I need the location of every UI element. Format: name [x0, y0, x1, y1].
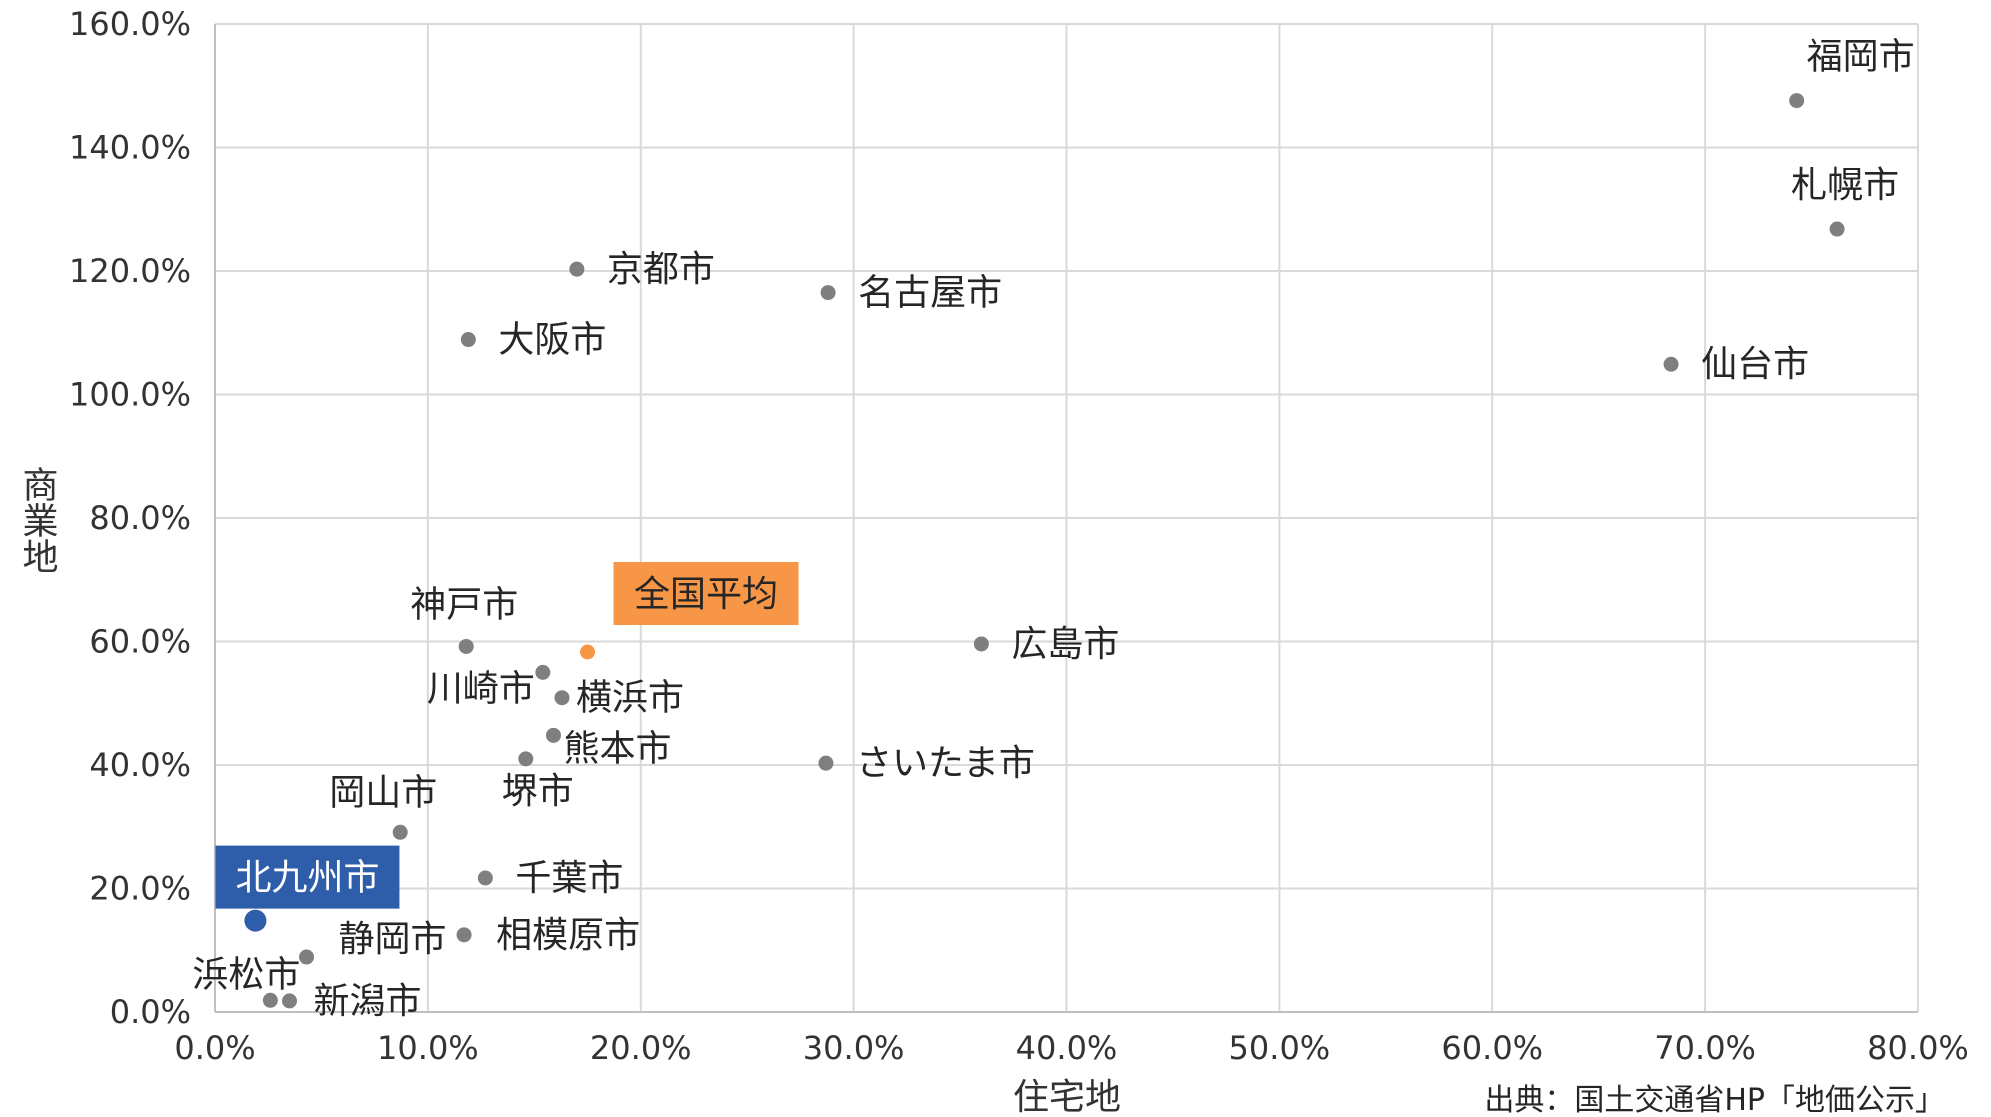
y-tick-label: 100.0% [69, 376, 191, 414]
data-point [554, 690, 570, 706]
y-tick-label: 60.0% [89, 623, 191, 661]
source-note: 出典：国土交通省HP「地価公示」 [1484, 1083, 1945, 1117]
data-point [973, 636, 989, 652]
data-label: 川崎市 [427, 668, 535, 709]
data-point [299, 949, 315, 965]
data-points [244, 93, 1845, 1009]
x-axis-ticks: 0.0% 10.0% 20.0% 30.0% 40.0% 50.0% 60.0% 70.0% 8… [174, 1029, 1968, 1067]
y-tick-label: 80.0% [89, 499, 191, 537]
highlight-label-box [215, 845, 400, 909]
data-point [545, 727, 561, 743]
data-label: 千葉市 [515, 858, 623, 899]
data-label: 岡山市 [329, 772, 437, 813]
data-label: 北九州市 [235, 858, 379, 899]
data-point [518, 751, 534, 767]
y-axis-ticks: 0.0% 20.0% 40.0% 60.0% 80.0% 100.0% 120.0% 140.… [69, 5, 191, 1031]
y-tick-label: 160.0% [69, 5, 191, 43]
data-label: 京都市 [607, 249, 715, 290]
x-tick-label: 50.0% [1229, 1029, 1331, 1067]
average-label-box [613, 561, 799, 625]
data-point [1663, 356, 1679, 372]
data-point [1789, 93, 1805, 109]
y-tick-label: 40.0% [89, 746, 191, 784]
y-tick-label: 120.0% [69, 252, 191, 290]
data-point [477, 870, 493, 886]
data-label: 福岡市 [1807, 37, 1915, 78]
data-label: 相模原市 [496, 915, 640, 956]
data-point [818, 755, 834, 771]
data-point [244, 909, 267, 932]
x-tick-label: 70.0% [1654, 1029, 1756, 1067]
data-label: さいたま市 [856, 743, 1035, 784]
data-point [262, 992, 278, 1008]
y-tick-label: 20.0% [89, 870, 191, 908]
data-label: 神戸市 [410, 584, 518, 625]
data-label: 堺市 [502, 771, 574, 812]
x-axis-title: 住宅地 [1013, 1077, 1121, 1117]
x-tick-label: 20.0% [590, 1029, 692, 1067]
data-label: 静岡市 [339, 919, 447, 960]
data-point [456, 927, 472, 943]
x-tick-label: 30.0% [803, 1029, 905, 1067]
data-point [392, 824, 408, 840]
data-label: 仙台市 [1701, 344, 1809, 385]
data-label: 大阪市 [498, 320, 606, 361]
data-point [460, 332, 476, 348]
data-point [458, 638, 474, 654]
data-point [569, 261, 585, 277]
data-point [1829, 221, 1845, 237]
x-tick-label: 60.0% [1441, 1029, 1543, 1067]
y-tick-label: 140.0% [69, 129, 191, 167]
data-point [535, 664, 551, 680]
data-label: 熊本市 [563, 728, 671, 769]
y-tick-label: 0.0% [110, 993, 191, 1031]
x-tick-label: 80.0% [1867, 1029, 1969, 1067]
grid [214, 23, 1919, 1013]
data-label: 名古屋市 [858, 273, 1002, 314]
data-label: 全国平均 [634, 574, 778, 615]
data-label: 浜松市 [192, 954, 300, 995]
y-axis-title: 商業地 [17, 466, 58, 574]
x-tick-label: 10.0% [377, 1029, 479, 1067]
data-point [282, 993, 298, 1009]
data-label: 横浜市 [576, 678, 684, 719]
data-label: 札幌市 [1791, 165, 1899, 206]
data-label: 広島市 [1011, 624, 1119, 665]
x-tick-label: 40.0% [1016, 1029, 1118, 1067]
data-label: 新潟市 [314, 981, 422, 1022]
data-point [580, 644, 596, 660]
x-tick-label: 0.0% [174, 1029, 255, 1067]
data-point [820, 285, 836, 301]
